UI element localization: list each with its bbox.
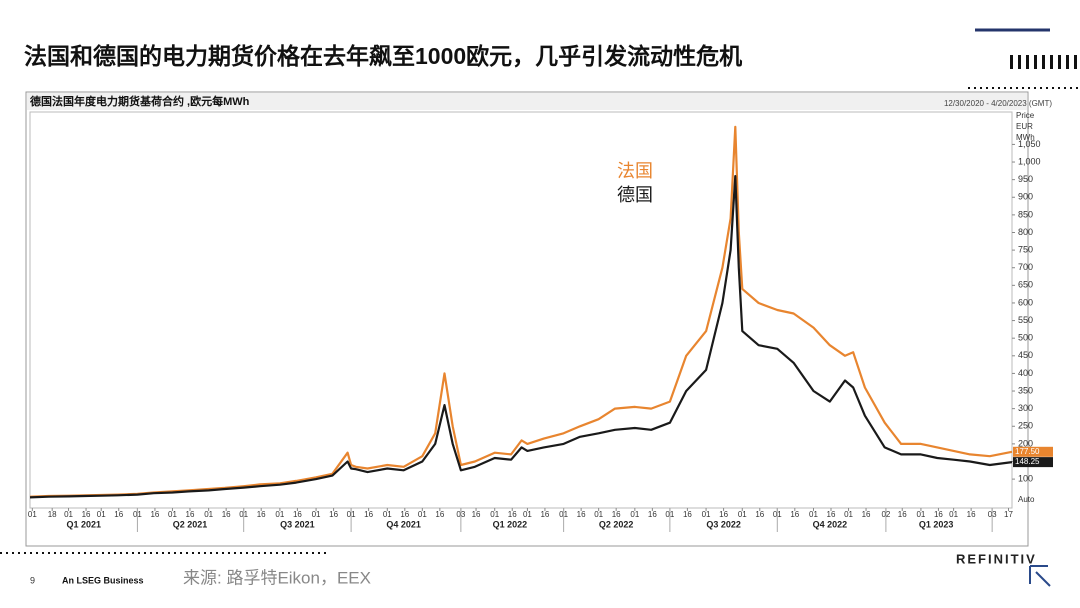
x-tick-label: 01 xyxy=(702,510,711,519)
y-unit: Price xyxy=(1016,111,1035,120)
x-tick-label: 16 xyxy=(719,510,728,519)
y-tick-label: 750 xyxy=(1018,244,1033,254)
x-tick-label: 01 xyxy=(844,510,853,519)
x-tick-label: 01 xyxy=(809,510,818,519)
brand: REFINITIV xyxy=(956,551,1037,566)
x-tick-label: 16 xyxy=(114,510,123,519)
y-tick-label: 600 xyxy=(1018,297,1033,307)
y-tick-label: 100 xyxy=(1018,473,1033,483)
x-tick-label: 16 xyxy=(364,510,373,519)
x-tick-label: 16 xyxy=(683,510,692,519)
x-tick-label: 16 xyxy=(222,510,231,519)
x-tick-label: 16 xyxy=(400,510,409,519)
x-tick-label: 16 xyxy=(435,510,444,519)
y-unit: EUR xyxy=(1016,122,1033,131)
x-tick-label: 17 xyxy=(1004,510,1013,519)
y-tick-label: 900 xyxy=(1018,192,1033,202)
x-tick-label: 16 xyxy=(790,510,799,519)
x-group-label: Q3 2021 xyxy=(280,519,315,529)
source: 来源: 路孚特Eikon，EEX xyxy=(183,568,371,587)
x-tick-label: 16 xyxy=(508,510,517,519)
x-tick-label: 16 xyxy=(577,510,586,519)
x-tick-label: 16 xyxy=(540,510,549,519)
y-tick-label: 1,000 xyxy=(1018,156,1041,166)
x-tick-label: 01 xyxy=(312,510,321,519)
x-tick-label: 16 xyxy=(329,510,338,519)
y-tick-label: 800 xyxy=(1018,227,1033,237)
last-value-label: 148.25 xyxy=(1015,457,1040,466)
x-tick-label: 16 xyxy=(612,510,621,519)
x-tick-label: 16 xyxy=(82,510,91,519)
y-tick-label: 400 xyxy=(1018,368,1033,378)
slide-title: 法国和德国的电力期货价格在去年飙至1000欧元，几乎引发流动性危机 xyxy=(24,43,742,69)
x-tick-label: 16 xyxy=(472,510,481,519)
x-tick-label: 16 xyxy=(827,510,836,519)
x-tick-label: 01 xyxy=(418,510,427,519)
last-value-tag xyxy=(1013,457,1053,468)
x-tick-label: 16 xyxy=(755,510,764,519)
x-group-label: Q1 2023 xyxy=(919,519,954,529)
legend-label: 德国 xyxy=(617,185,653,205)
x-group-label: Q3 2022 xyxy=(706,519,741,529)
y-tick-label: 300 xyxy=(1018,403,1033,413)
x-tick-label: 01 xyxy=(28,510,37,519)
x-group-label: Q2 2021 xyxy=(173,519,208,529)
y-tick-label: 700 xyxy=(1018,262,1033,272)
x-tick-label: 16 xyxy=(186,510,195,519)
last-value-tag xyxy=(1013,446,1053,457)
x-group-label: Q4 2021 xyxy=(386,519,421,529)
y-tick-label: 850 xyxy=(1018,209,1033,219)
x-tick-label: 16 xyxy=(648,510,657,519)
x-group-label: Q4 2022 xyxy=(813,519,848,529)
x-tick-label: 16 xyxy=(293,510,302,519)
x-group-label: Q1 2021 xyxy=(66,519,101,529)
x-tick-label: 01 xyxy=(594,510,603,519)
y-unit: MWh xyxy=(1016,133,1035,142)
company-tag: An LSEG Business xyxy=(62,575,144,585)
x-tick-label: 01 xyxy=(523,510,532,519)
x-group-label: Q2 2022 xyxy=(599,519,634,529)
x-tick-label: 16 xyxy=(257,510,266,519)
x-tick-label: 01 xyxy=(204,510,213,519)
x-tick-label: 01 xyxy=(97,510,106,519)
x-tick-label: 01 xyxy=(738,510,747,519)
series-line xyxy=(29,125,1013,498)
x-tick-label: 01 xyxy=(630,510,639,519)
x-tick-label: 16 xyxy=(898,510,907,519)
y-tick-label: 350 xyxy=(1018,385,1033,395)
chart-title: 德国法国年度电力期货基荷合约 ,欧元每MWh xyxy=(29,94,250,108)
chart-header xyxy=(27,93,1027,110)
x-tick-label: 01 xyxy=(168,510,177,519)
x-tick-label: 01 xyxy=(383,510,392,519)
legend-label: 法国 xyxy=(617,161,653,181)
y-tick-label: 1,050 xyxy=(1018,139,1041,149)
x-tick-label: 01 xyxy=(275,510,284,519)
date-range: 12/30/2020 - 4/20/2023 (GMT) xyxy=(944,99,1052,108)
x-tick-label: 16 xyxy=(862,510,871,519)
page-number: 9 xyxy=(30,575,35,585)
brand-logo xyxy=(1029,565,1051,587)
x-group-label: Q1 2022 xyxy=(493,519,528,529)
x-tick-label: 01 xyxy=(64,510,73,519)
x-tick-label: 01 xyxy=(916,510,925,519)
y-tick-label: 550 xyxy=(1018,315,1033,325)
x-tick-label: 16 xyxy=(934,510,943,519)
y-tick-label: 650 xyxy=(1018,280,1033,290)
y-tick-label: 450 xyxy=(1018,350,1033,360)
series-line xyxy=(29,175,1013,499)
last-value-label: 177.50 xyxy=(1015,447,1040,456)
x-tick-label: 16 xyxy=(150,510,159,519)
x-tick-label: 16 xyxy=(967,510,976,519)
x-tick-label: 18 xyxy=(48,510,57,519)
y-tick-label: 500 xyxy=(1018,333,1033,343)
x-tick-label: 01 xyxy=(490,510,499,519)
scale-mode: Auto xyxy=(1018,495,1035,504)
y-tick-label: 250 xyxy=(1018,421,1033,431)
y-tick-label: 200 xyxy=(1018,438,1033,448)
y-tick-label: 950 xyxy=(1018,174,1033,184)
x-tick-label: 01 xyxy=(949,510,958,519)
